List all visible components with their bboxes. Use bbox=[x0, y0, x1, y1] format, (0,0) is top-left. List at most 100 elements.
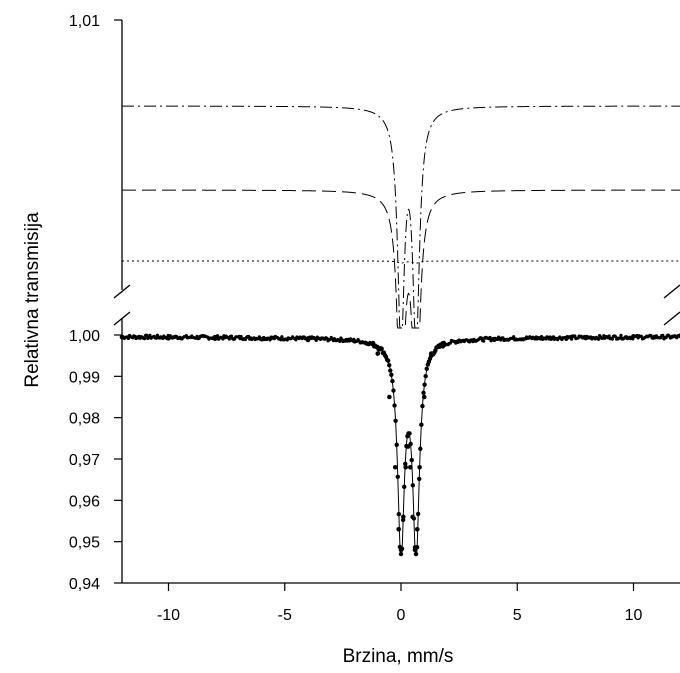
data-point bbox=[280, 335, 284, 339]
y-tick-label: 1,00 bbox=[69, 328, 100, 345]
data-point bbox=[387, 362, 392, 368]
axis-break-mark-left-2 bbox=[113, 311, 131, 326]
data-point bbox=[388, 368, 393, 373]
data-point bbox=[227, 337, 231, 341]
data-point bbox=[456, 338, 462, 344]
data-point bbox=[639, 334, 643, 338]
data-point bbox=[417, 464, 422, 470]
data-point bbox=[387, 394, 392, 400]
data-point bbox=[407, 431, 412, 436]
data-point bbox=[419, 422, 424, 427]
x-tick-label: -10 bbox=[157, 607, 180, 624]
data-point bbox=[421, 394, 427, 400]
data-point bbox=[619, 333, 623, 337]
data-point bbox=[392, 403, 397, 408]
data-point bbox=[166, 336, 171, 341]
data-point bbox=[142, 337, 147, 341]
data-point bbox=[677, 333, 680, 339]
data-point bbox=[259, 336, 264, 342]
data-point bbox=[148, 333, 152, 337]
data-point bbox=[391, 388, 396, 393]
data-point bbox=[501, 336, 505, 340]
data-point bbox=[661, 333, 665, 337]
data-point bbox=[448, 341, 452, 345]
data-point bbox=[482, 339, 486, 343]
data-point bbox=[403, 464, 408, 470]
x-axis-title: Brzina, mm/s bbox=[343, 646, 454, 667]
measured-spectrum-line bbox=[122, 336, 680, 555]
data-point bbox=[417, 476, 422, 482]
y-tick-label: 0,94 bbox=[69, 576, 100, 593]
data-point bbox=[408, 464, 413, 470]
data-point bbox=[538, 336, 543, 341]
data-point bbox=[389, 372, 394, 377]
data-point bbox=[422, 382, 427, 387]
x-tick-label: 10 bbox=[625, 607, 643, 624]
data-point bbox=[409, 457, 414, 463]
x-tick-label: 0 bbox=[397, 607, 406, 624]
data-point bbox=[570, 337, 574, 341]
data-point bbox=[402, 484, 407, 490]
data-point bbox=[428, 351, 434, 356]
axis-break-mark-left-1 bbox=[113, 284, 131, 299]
data-point bbox=[421, 390, 426, 396]
y-tick-label: 0,97 bbox=[69, 452, 100, 469]
data-point bbox=[413, 551, 419, 557]
data-point bbox=[440, 340, 446, 346]
data-point bbox=[145, 333, 149, 337]
subspectrum-dashed-line bbox=[122, 189, 680, 329]
data-point bbox=[393, 418, 398, 423]
data-point bbox=[396, 511, 402, 517]
data-point bbox=[607, 334, 611, 338]
data-point bbox=[410, 483, 415, 488]
data-point bbox=[610, 337, 615, 341]
data-point bbox=[401, 514, 406, 520]
y-tick-label: 0,99 bbox=[69, 369, 100, 386]
axis-break-mark-right-2 bbox=[663, 311, 680, 326]
data-point bbox=[423, 373, 428, 379]
data-point bbox=[215, 334, 220, 338]
data-point bbox=[631, 333, 636, 339]
x-tick-label: -5 bbox=[278, 607, 292, 624]
data-point bbox=[396, 526, 401, 532]
data-point bbox=[584, 335, 590, 340]
data-point bbox=[314, 338, 318, 342]
data-point bbox=[596, 337, 601, 341]
data-point bbox=[294, 338, 298, 342]
data-point bbox=[418, 446, 423, 451]
data-point bbox=[412, 547, 418, 553]
data-point bbox=[415, 511, 421, 517]
y-tick-label: 0,95 bbox=[69, 535, 100, 552]
data-point bbox=[390, 378, 395, 384]
data-point bbox=[385, 358, 391, 363]
subspectrum-dash-dot-line bbox=[122, 105, 680, 329]
data-point bbox=[420, 403, 425, 409]
data-point bbox=[392, 464, 398, 470]
data-point bbox=[398, 551, 404, 557]
data-point bbox=[512, 335, 516, 339]
data-point bbox=[239, 334, 243, 339]
data-point bbox=[394, 442, 399, 447]
data-point bbox=[212, 336, 218, 342]
data-point bbox=[375, 351, 381, 356]
series-group bbox=[119, 105, 680, 557]
subspectrum-dotted-line bbox=[122, 260, 680, 264]
data-point bbox=[352, 338, 357, 344]
data-point bbox=[395, 474, 400, 479]
data-point bbox=[410, 514, 415, 520]
data-point bbox=[379, 346, 384, 351]
data-point bbox=[424, 366, 429, 371]
y-axis-title: Relativna transmisija bbox=[22, 212, 43, 388]
data-point bbox=[398, 547, 404, 553]
data-point bbox=[363, 340, 369, 346]
data-point bbox=[403, 461, 408, 466]
y-tick-label: 0,96 bbox=[69, 493, 100, 510]
y-tick-label: 1,01 bbox=[69, 13, 100, 30]
data-point bbox=[405, 444, 411, 449]
axis-ticks: -10 -5 0 5 10 0,94 0,95 0,96 0,97 0,98 0,99 1,00 1,0… bbox=[69, 13, 643, 624]
data-point bbox=[573, 334, 577, 338]
data-point bbox=[119, 334, 125, 340]
data-point bbox=[614, 335, 618, 339]
data-point bbox=[126, 336, 131, 341]
